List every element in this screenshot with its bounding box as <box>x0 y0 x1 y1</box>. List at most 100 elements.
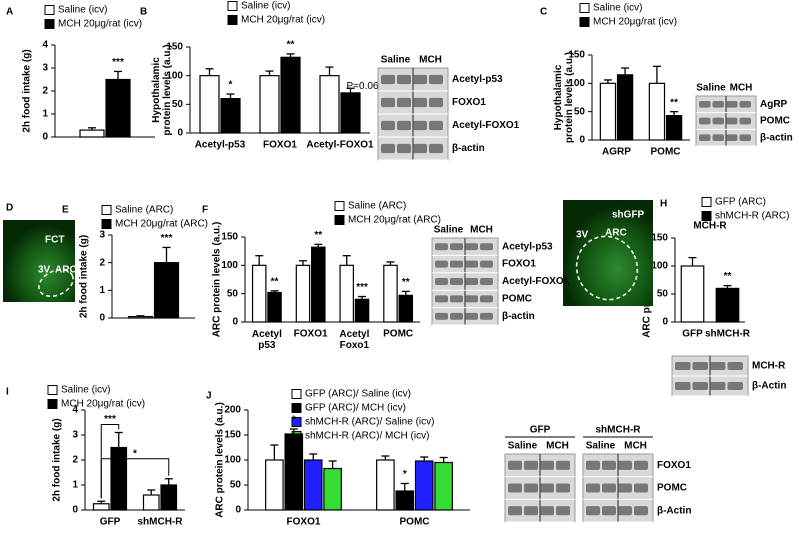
band <box>712 134 724 141</box>
bar <box>340 92 361 134</box>
band <box>465 295 478 303</box>
bar <box>295 264 311 323</box>
y-tick-label: 150 <box>166 42 183 53</box>
blot-row-label: MCH-R <box>752 361 786 372</box>
bar <box>280 56 301 134</box>
significance-label: *** <box>112 57 124 68</box>
y-tick-label: 4 <box>72 405 78 416</box>
band <box>634 483 648 493</box>
y-axis-label: 2h food intake (g) <box>52 418 63 501</box>
legend-swatch <box>701 197 712 207</box>
band <box>480 295 493 303</box>
legend-swatch <box>291 403 302 413</box>
band <box>413 74 427 85</box>
x-tick-label: POMC <box>651 147 681 158</box>
y-tick-label: 0 <box>177 128 183 139</box>
x-tick-label: shMCH-R <box>138 517 184 528</box>
x-tick-label: AGRP <box>602 147 631 158</box>
band <box>413 120 427 131</box>
legend-label: MCH 20μg/rat (icv) <box>58 19 142 30</box>
legend-label: Saline (icv) <box>241 1 290 12</box>
blot-lane-label: Saline <box>586 441 616 452</box>
image-label: 3V <box>576 230 589 241</box>
y-tick-label: 0 <box>42 132 48 143</box>
y-axis-label: Hypothalamicprotein levels (a.u.) <box>553 52 575 143</box>
y-axis-label: ARC protein levels (a.u.) <box>215 402 226 518</box>
band <box>450 243 463 251</box>
significance-label: * <box>292 415 296 426</box>
band <box>556 483 570 493</box>
legend-label: MCH 20μg/rat (icv) <box>61 399 145 410</box>
x-tick-label: Acetyl-p53 <box>195 140 246 151</box>
band <box>618 460 632 470</box>
legend-swatch <box>579 3 590 13</box>
x-tick-label: FOXO1 <box>294 329 328 340</box>
bar <box>434 461 453 511</box>
bracket-label: * <box>133 448 137 459</box>
blot-row-label: FOXO1 <box>502 259 536 270</box>
legend-swatch <box>44 5 55 15</box>
band <box>712 117 724 125</box>
band <box>508 506 522 516</box>
band <box>397 120 411 131</box>
band <box>435 295 448 303</box>
bar <box>665 115 683 141</box>
legend-label: GFP (ARC)/ MCH (icv) <box>305 403 406 414</box>
image-label: ARC <box>55 265 77 276</box>
y-tick-label: 50 <box>230 480 242 491</box>
band <box>739 134 751 141</box>
significance-label: P=0.06 <box>347 81 379 92</box>
bar <box>251 264 267 323</box>
bar <box>354 298 370 323</box>
bar <box>127 316 154 319</box>
x-tick-label: GFP <box>100 517 121 528</box>
band <box>556 460 570 470</box>
bar <box>259 75 280 134</box>
micrograph <box>3 220 75 302</box>
image-label: FCT <box>45 235 64 246</box>
band <box>675 362 691 370</box>
y-tick-label: 50 <box>227 288 239 299</box>
bar <box>220 97 241 134</box>
y-tick-label: 0 <box>72 505 78 516</box>
legend-label: Saline (icv) <box>61 385 110 396</box>
chart-title: MCH-R <box>693 221 727 232</box>
bar <box>284 433 304 511</box>
x-tick-label: Acetyl Foxo1 <box>339 329 369 351</box>
x-tick-label: Acetyl-FOXO1 <box>306 140 374 151</box>
bar <box>79 129 105 138</box>
y-tick-label: 0 <box>99 313 105 324</box>
blot-row-label: FOXO1 <box>452 97 486 108</box>
band <box>465 278 478 285</box>
bar <box>648 82 666 141</box>
bar <box>160 484 178 511</box>
blot-row-label: Acetyl-FOXO1 <box>452 120 520 131</box>
panel-label: C <box>540 7 547 18</box>
x-tick-label: FOXO1 <box>287 517 321 528</box>
band <box>429 120 443 131</box>
blot-lane-label: Saline <box>696 83 726 94</box>
band <box>413 143 427 154</box>
band <box>618 483 632 493</box>
blot-row-label: POMC <box>657 483 687 494</box>
y-tick-label: 1 <box>42 109 48 120</box>
band <box>435 278 448 285</box>
bar <box>398 294 414 323</box>
bar <box>599 82 617 141</box>
bar <box>92 503 110 511</box>
x-tick-label: POMC <box>400 517 430 528</box>
band <box>634 460 648 470</box>
bar <box>715 287 740 323</box>
blot-row-label: β-Actin <box>657 505 691 516</box>
legend-swatch <box>101 205 112 215</box>
significance-label: ** <box>314 230 322 241</box>
band <box>586 460 600 470</box>
bar <box>319 75 340 134</box>
image-label: ARC <box>605 228 627 239</box>
band <box>556 506 570 516</box>
band <box>602 460 616 470</box>
panel-label: I <box>6 387 9 398</box>
band <box>381 74 395 85</box>
bar <box>339 264 354 323</box>
